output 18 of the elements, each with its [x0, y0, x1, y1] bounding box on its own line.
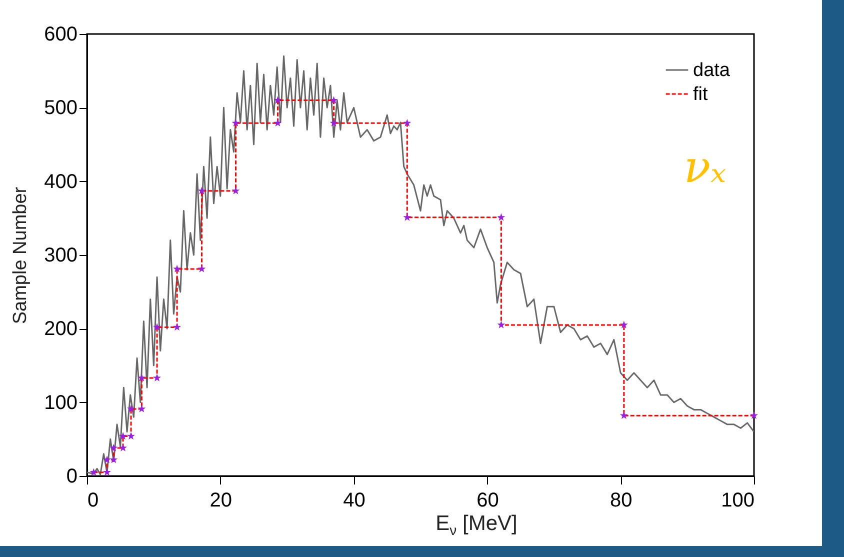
x-axis-title: E$_{ν}$ [MeV] [434, 512, 518, 538]
y-tick-label: 600 [44, 24, 78, 46]
legend-label: fit [693, 84, 708, 105]
x-tick-label: 20 [210, 490, 232, 512]
x-tick-label: 80 [610, 490, 632, 512]
x-tick-label: 0 [88, 490, 99, 512]
y-tick-label: 500 [44, 97, 78, 120]
annotation: νₓ [684, 142, 727, 193]
legend-label: data [693, 60, 730, 81]
y-tick-label: 200 [44, 318, 78, 340]
x-tick-label: 60 [476, 490, 499, 512]
x-tick-label: 100 [721, 490, 754, 512]
y-tick-label: 400 [44, 170, 78, 193]
x-tick-label: 40 [343, 490, 366, 512]
y-tick-label: 100 [44, 392, 78, 414]
y-tick-label: 300 [44, 244, 78, 266]
y-axis-title: Sample Number [10, 186, 32, 324]
y-tick-label: 0 [66, 466, 78, 488]
